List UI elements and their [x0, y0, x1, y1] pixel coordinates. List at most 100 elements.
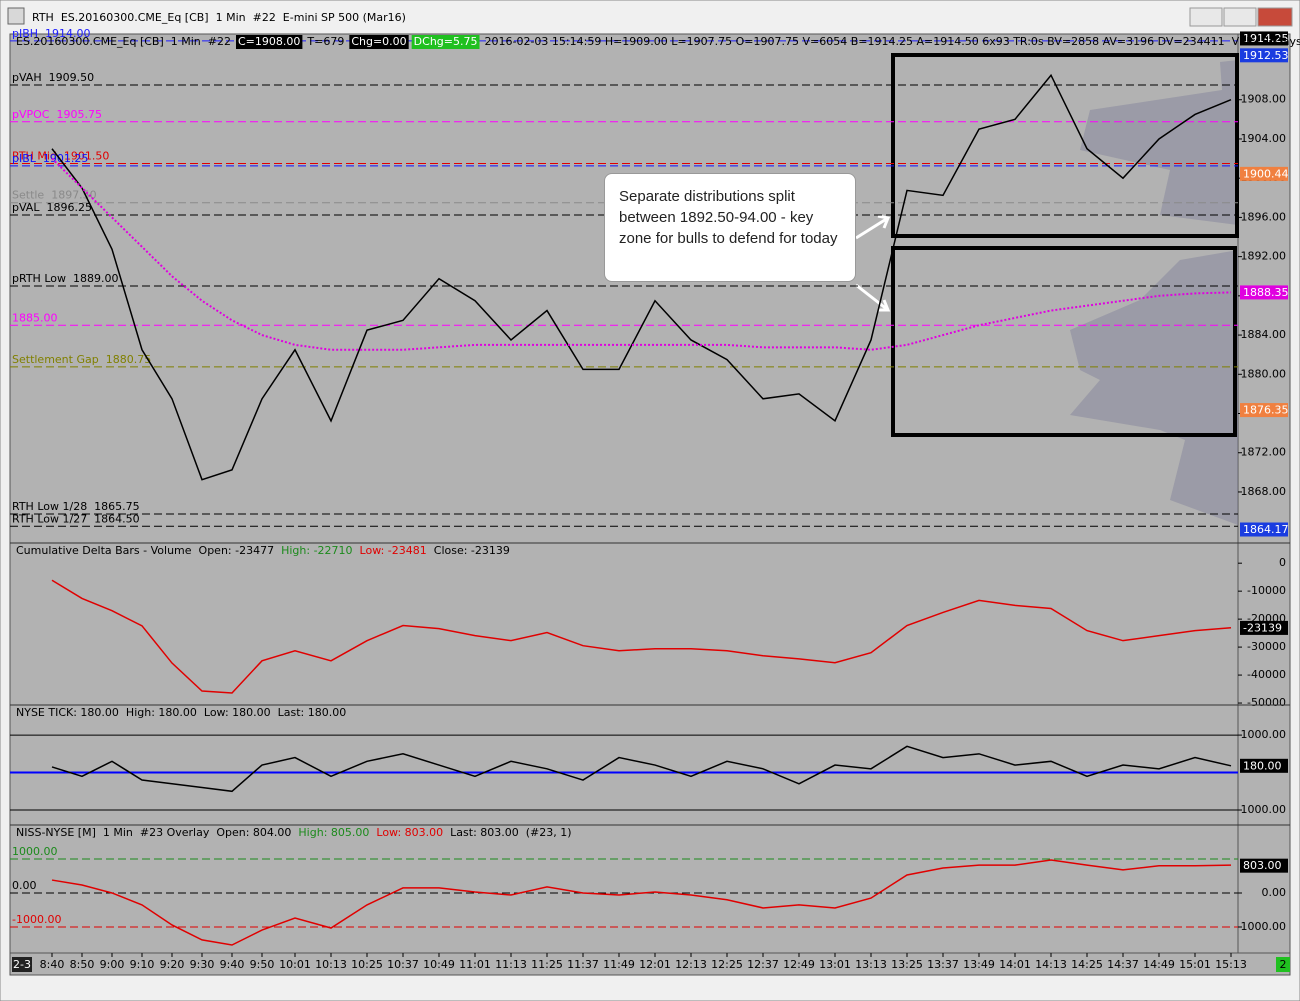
- date-label: 2-3: [13, 958, 31, 971]
- y-tick-label: -50000: [1247, 696, 1286, 709]
- y-tick-label: 1908.00: [1241, 93, 1287, 106]
- time-label: 9:00: [100, 958, 125, 971]
- time-label: 9:40: [220, 958, 245, 971]
- series-line: [51, 745, 1232, 793]
- time-label: 14:25: [1071, 958, 1103, 971]
- price-marker: [1240, 522, 1288, 537]
- date-box: [12, 957, 32, 972]
- y-tick-label: 1884.00: [1241, 328, 1287, 341]
- time-label: 11:25: [531, 958, 563, 971]
- price-marker-label: 1864.17: [1243, 523, 1289, 536]
- time-label: 9:30: [190, 958, 215, 971]
- price-marker: [1240, 403, 1288, 418]
- price-marker: [1240, 758, 1288, 773]
- price-marker-label: 180.00: [1243, 759, 1282, 772]
- time-label: 13:37: [927, 958, 959, 971]
- header-box: [411, 35, 480, 49]
- time-label: 11:13: [495, 958, 527, 971]
- level-label: RTH Mid 1901.50: [12, 149, 109, 162]
- annotation: Separate distributions split between 189…: [604, 173, 856, 282]
- header-text: 2016-02-03 15:14:59 H=1909.00 L=1907.75 …: [485, 35, 1300, 48]
- level-label: pIBL 1901.25: [12, 152, 88, 165]
- time-label: 12:37: [747, 958, 779, 971]
- level-label: 1885.00: [12, 311, 58, 324]
- volume-profile: [1070, 60, 1238, 525]
- time-label: 9:50: [250, 958, 275, 971]
- level-label: RTH Low 1/27 1864.50: [12, 512, 140, 525]
- level-label: pVPOC 1905.75: [12, 108, 102, 121]
- price-marker-label: 1912.53: [1243, 49, 1289, 62]
- header-text: DChg=5.75: [414, 35, 478, 48]
- level-label: pVAL 1896.25: [12, 201, 92, 214]
- series-line: [51, 73, 1232, 481]
- close-button[interactable]: [1257, 7, 1293, 27]
- header-text: Cumulative Delta Bars - Volume Open: -23…: [16, 544, 274, 557]
- time-label: 12:25: [711, 958, 743, 971]
- time-label: 13:49: [963, 958, 995, 971]
- time-label: 11:37: [567, 958, 599, 971]
- arrow: [855, 214, 891, 240]
- header-text: T=679: [306, 35, 344, 48]
- time-label: 15:01: [1179, 958, 1211, 971]
- series-line: [51, 579, 1232, 694]
- header-box: [236, 35, 303, 49]
- level-label: 1000.00: [12, 845, 58, 858]
- header-text: Close: -23139: [434, 544, 510, 557]
- time-label: 8:40: [40, 958, 65, 971]
- time-label: 13:25: [891, 958, 923, 971]
- header-text: High: 805.00: [298, 826, 369, 839]
- y-tick-label: 1868.00: [1241, 485, 1287, 498]
- minimize-button[interactable]: [1189, 7, 1223, 27]
- maximize-button[interactable]: [1223, 7, 1257, 27]
- time-label: 12:49: [783, 958, 815, 971]
- y-tick-label: 0.00: [1262, 886, 1287, 899]
- time-label: 12:01: [639, 958, 671, 971]
- price-marker: [1240, 285, 1288, 300]
- time-label: 10:25: [351, 958, 383, 971]
- time-label: 8:50: [70, 958, 95, 971]
- highlight-box: [891, 246, 1237, 437]
- y-tick-label: -40000: [1247, 668, 1286, 681]
- highlight-box: [891, 53, 1239, 238]
- header-text: C=1908.00: [238, 35, 300, 48]
- time-label: 12:13: [675, 958, 707, 971]
- level-label: Settle 1897.50: [12, 189, 97, 202]
- price-marker: [1240, 166, 1288, 181]
- page-box: [1276, 957, 1290, 972]
- page-label: 2: [1280, 958, 1287, 971]
- price-marker: [1240, 620, 1288, 635]
- level-label: RTH Low 1/28 1865.75: [12, 500, 140, 513]
- price-marker: [1240, 858, 1288, 873]
- price-marker: [1240, 31, 1288, 46]
- level-label: pIBH 1914.00: [12, 27, 91, 40]
- price-marker-label: -23139: [1243, 621, 1282, 634]
- time-label: 11:49: [603, 958, 635, 971]
- time-label: 14:37: [1107, 958, 1139, 971]
- y-tick-label: -10000: [1247, 584, 1286, 597]
- header-text: Low: 803.00: [376, 826, 443, 839]
- level-label: -1000.00: [12, 913, 61, 926]
- header-box: [349, 35, 409, 49]
- y-tick-label: -1000.00: [1237, 803, 1286, 816]
- window-title: RTH ES.20160300.CME_Eq [CB] 1 Min #22 E-…: [32, 11, 406, 24]
- time-label: 14:01: [999, 958, 1031, 971]
- price-marker-label: 1914.25: [1243, 32, 1289, 45]
- y-tick-label: 1892.00: [1241, 250, 1287, 263]
- y-tick-label: 1904.00: [1241, 132, 1287, 145]
- price-marker: [1240, 48, 1288, 63]
- header-text: Last: 803.00 (#23, 1): [450, 826, 571, 839]
- time-label: 13:01: [819, 958, 851, 971]
- level-label: pVAH 1909.50: [12, 71, 94, 84]
- price-marker-label: 803.00: [1243, 859, 1282, 872]
- header-text: High: -22710: [281, 544, 352, 557]
- time-label: 11:01: [459, 958, 491, 971]
- y-tick-label: 0: [1279, 556, 1286, 569]
- time-label: 13:13: [855, 958, 887, 971]
- y-tick-label: 1000.00: [1241, 728, 1287, 741]
- y-tick-label: 1896.00: [1241, 210, 1287, 223]
- time-label: 10:49: [423, 958, 455, 971]
- header-text: NYSE TICK: 180.00 High: 180.00 Low: 180.…: [16, 706, 346, 719]
- time-label: 14:13: [1035, 958, 1067, 971]
- app-icon: [7, 7, 25, 25]
